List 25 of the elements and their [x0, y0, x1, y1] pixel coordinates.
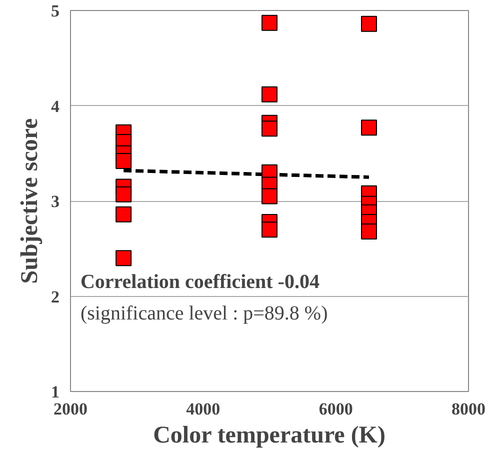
- point: [116, 206, 132, 222]
- x-tick-label: 8000: [452, 400, 486, 418]
- point: [116, 186, 132, 202]
- annotation: (significance level : p=89.8 %): [80, 302, 328, 324]
- x-axis-title: Color temperature (K): [153, 422, 386, 448]
- point: [262, 120, 278, 137]
- point: [116, 152, 132, 169]
- y-axis-title: Subjective score: [17, 118, 43, 284]
- x-tick-label: 6000: [318, 400, 353, 418]
- y-tick-label: 2: [51, 287, 60, 306]
- point: [262, 222, 278, 238]
- point: [361, 223, 377, 240]
- point: [262, 188, 278, 204]
- y-tick-label: 3: [51, 192, 60, 211]
- point: [116, 250, 132, 266]
- point: [361, 16, 377, 32]
- y-tick-label: 1: [51, 382, 60, 402]
- y-tick-label: 4: [51, 96, 60, 116]
- point: [262, 86, 278, 102]
- x-tick-label: 2000: [54, 400, 88, 418]
- annotation: Correlation coefficient -0.04: [80, 270, 320, 293]
- point: [361, 120, 377, 136]
- x-tick-label: 4000: [186, 400, 220, 418]
- y-tick-label: 5: [51, 2, 60, 20]
- point: [262, 14, 278, 31]
